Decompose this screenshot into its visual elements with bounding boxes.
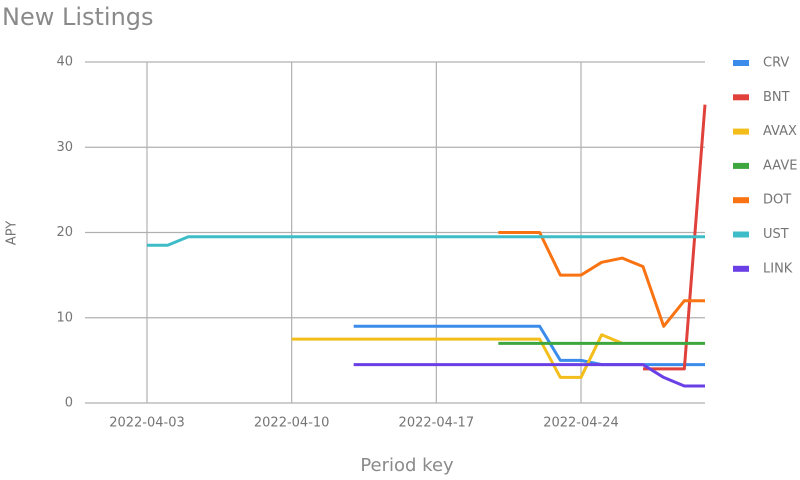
legend-label: UST: [763, 227, 789, 242]
legend-swatch: [733, 60, 749, 66]
series-line: [147, 235, 705, 247]
x-tick-label: 2022-04-10: [254, 416, 330, 431]
y-tick-label: 0: [65, 396, 73, 411]
y-tick-label: 30: [56, 140, 73, 155]
series-line: [353, 363, 705, 388]
legend-swatch: [733, 197, 749, 204]
legend-label: LINK: [763, 261, 793, 276]
x-tick-label: 2022-04-24: [543, 416, 619, 431]
legend-swatch: [733, 94, 749, 101]
legend-label: AAVE: [763, 158, 797, 173]
legend-swatch: [733, 231, 749, 238]
legend-swatch: [733, 162, 749, 169]
x-axis-title: Period key: [360, 455, 454, 476]
series-line: [353, 324, 705, 367]
legend-label: CRV: [763, 56, 789, 71]
x-tick-label: 2022-04-17: [399, 416, 475, 431]
y-tick-label: 40: [56, 55, 73, 70]
series-line: [291, 333, 623, 379]
y-axis-title: APY: [5, 221, 20, 245]
y-tick-label: 10: [56, 310, 73, 325]
x-tick-label: 2022-04-03: [109, 416, 185, 431]
legend-swatch: [733, 128, 749, 135]
legend-label: BNT: [763, 90, 790, 105]
chart-title: New Listings: [2, 3, 154, 31]
legend-label: AVAX: [763, 124, 797, 139]
legend-label: DOT: [763, 193, 791, 208]
y-tick-label: 20: [56, 225, 73, 240]
series-line: [498, 231, 705, 328]
legend-swatch: [733, 265, 749, 272]
